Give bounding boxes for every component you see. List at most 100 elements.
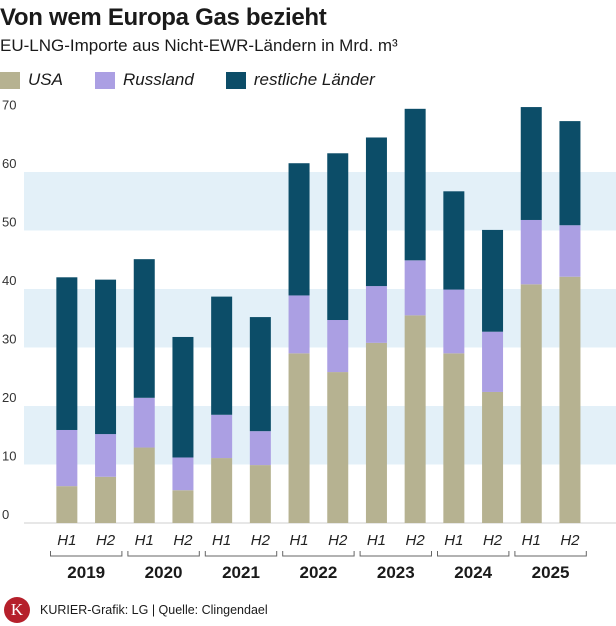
legend-swatch-restliche xyxy=(225,71,246,89)
bar-usa xyxy=(211,458,233,523)
legend-swatch-russland xyxy=(94,71,115,89)
legend-label-russland: Russland xyxy=(122,70,194,89)
legend-item-restliche: restliche Länder xyxy=(225,70,375,90)
legend-swatch-usa xyxy=(0,71,20,89)
year-label: 2025 xyxy=(532,563,570,582)
bar-restliche xyxy=(172,336,194,458)
bar-usa xyxy=(133,447,155,523)
bar-restliche xyxy=(211,296,233,415)
x-tick-label: H1 xyxy=(289,532,308,549)
bar-restliche xyxy=(443,191,465,290)
bar-restliche xyxy=(559,121,581,226)
bar-restliche xyxy=(365,137,387,287)
y-tick-label: 20 xyxy=(2,390,16,405)
x-tick-label: H1 xyxy=(57,532,76,549)
x-tick-label: H2 xyxy=(173,532,193,549)
bar-restliche xyxy=(327,153,349,321)
bar-usa xyxy=(559,276,581,523)
bar-restliche xyxy=(249,317,271,432)
bar-usa xyxy=(56,486,78,523)
x-tick-label: H2 xyxy=(560,532,580,549)
bar-restliche xyxy=(288,163,310,296)
grid-band xyxy=(24,406,616,465)
legend-item-russland: Russland xyxy=(94,70,194,90)
x-tick-label: H2 xyxy=(96,532,116,549)
legend: USA Russland restliche Länder xyxy=(0,68,407,92)
bar-russland xyxy=(172,457,194,491)
bar-russland xyxy=(559,225,581,277)
bar-restliche xyxy=(520,107,542,220)
bar-russland xyxy=(249,431,271,466)
grid-band xyxy=(24,464,616,523)
x-tick-label: H2 xyxy=(483,532,503,549)
bar-russland xyxy=(520,219,542,285)
bar-russland xyxy=(95,434,117,477)
year-label: 2023 xyxy=(377,563,415,582)
chart-title: Von wem Europa Gas bezieht xyxy=(0,4,327,31)
footer: K KURIER-Grafik: LG | Quelle: Clingendae… xyxy=(0,596,268,624)
bar-usa xyxy=(443,353,465,523)
bar-russland xyxy=(133,397,155,448)
x-tick-label: H2 xyxy=(251,532,271,549)
bar-usa xyxy=(95,476,117,523)
bar-usa xyxy=(520,284,542,523)
bar-russland xyxy=(327,320,349,373)
y-tick-label: 10 xyxy=(2,449,16,464)
legend-label-restliche: restliche Länder xyxy=(253,70,375,89)
year-bracket xyxy=(204,551,278,557)
year-bracket xyxy=(437,551,510,557)
grid-band xyxy=(24,230,616,289)
x-tick-label: H1 xyxy=(367,532,386,549)
bar-usa xyxy=(249,465,271,523)
year-bracket xyxy=(359,551,432,557)
year-label: 2019 xyxy=(67,563,105,582)
grid-band xyxy=(24,347,616,406)
bar-usa xyxy=(327,372,349,523)
chart-subtitle: EU-LNG-Importe aus Nicht-EWR-Ländern in … xyxy=(0,36,398,55)
bar-restliche xyxy=(133,259,155,398)
grid-band xyxy=(24,113,616,172)
bar-russland xyxy=(56,429,78,487)
year-label: 2021 xyxy=(222,563,260,582)
legend-label-usa: USA xyxy=(28,70,63,89)
x-tick-label: H2 xyxy=(328,532,348,549)
x-tick-label: H1 xyxy=(135,532,154,549)
bar-russland xyxy=(211,414,233,459)
bar-restliche xyxy=(482,229,504,332)
year-label: 2024 xyxy=(454,563,492,582)
bar-restliche xyxy=(95,279,117,435)
x-tick-label: H1 xyxy=(522,532,541,549)
x-tick-label: H1 xyxy=(444,532,463,549)
kurier-logo: K xyxy=(4,597,30,623)
bar-usa xyxy=(482,391,504,523)
x-tick-label: H1 xyxy=(212,532,231,549)
x-tick-label: H2 xyxy=(406,532,426,549)
y-tick-label: 40 xyxy=(2,273,16,288)
bar-russland xyxy=(443,289,465,354)
bar-restliche xyxy=(56,277,78,430)
year-bracket xyxy=(514,551,587,557)
y-tick-label: 60 xyxy=(2,156,16,171)
stacked-bar-chart: 0 10 20 30 40 50 60 70 H1 H2 H1 H2 H1 H2 H1 H2 H1 H2 H1 H2 H… xyxy=(2,98,616,582)
year-label: 2022 xyxy=(299,563,337,582)
legend-item-usa: USA xyxy=(0,70,63,90)
year-bracket xyxy=(50,551,123,557)
bar-usa xyxy=(172,490,194,523)
year-label: 2020 xyxy=(145,563,183,582)
bar-usa xyxy=(288,353,310,523)
y-tick-label: 70 xyxy=(2,98,16,113)
y-tick-label: 30 xyxy=(2,332,16,347)
bar-usa xyxy=(365,342,387,523)
bar-russland xyxy=(365,286,387,343)
bar-russland xyxy=(288,295,310,354)
bar-russland xyxy=(404,260,426,316)
bar-restliche xyxy=(404,108,426,261)
y-tick-label: 0 xyxy=(2,507,9,522)
year-bracket xyxy=(282,551,355,557)
grid-band xyxy=(24,289,616,348)
year-bracket xyxy=(127,551,200,557)
bar-russland xyxy=(482,331,504,392)
source-credit: KURIER-Grafik: LG | Quelle: Clingendael xyxy=(40,603,268,617)
grid-band xyxy=(24,172,616,231)
y-tick-label: 50 xyxy=(2,215,16,230)
